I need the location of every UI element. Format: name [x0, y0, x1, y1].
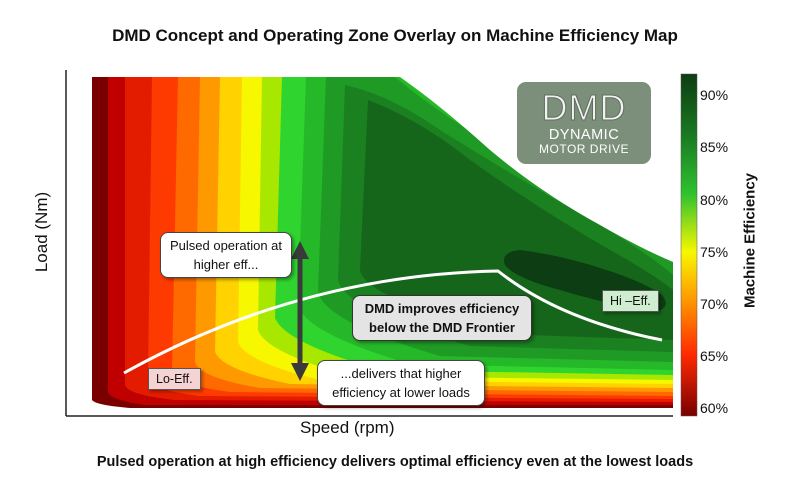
tag-hi-eff: Hi –Eff. [602, 290, 659, 312]
logo-line-3: MOTOR DRIVE [539, 142, 629, 156]
pulse-arrow-head-up [291, 241, 309, 259]
dmd-logo: DMD DYNAMIC MOTOR DRIVE [517, 82, 651, 164]
x-axis-label: Speed (rpm) [300, 418, 395, 437]
callout-pulsed-operation: Pulsed operation at higher eff... [160, 232, 292, 278]
colorbar-tick: 90% [700, 87, 729, 103]
logo-line-1: DMD [541, 87, 627, 128]
figure-caption: Pulsed operation at high efficiency deli… [96, 454, 694, 470]
chart-title: DMD Concept and Operating Zone Overlay o… [112, 26, 678, 45]
colorbar-tick: 60% [700, 400, 729, 416]
dmd-frontier-line [123, 269, 663, 375]
callout-delivers-efficiency: ...delivers that higher efficiency at lo… [317, 360, 485, 406]
colorbar [680, 73, 698, 417]
pulse-arrow-head-down [291, 363, 309, 381]
colorbar-tick: 70% [700, 296, 729, 312]
colorbar-tick: 85% [700, 139, 729, 155]
logo-line-2: DYNAMIC [548, 127, 620, 143]
colorbar-tick: 80% [700, 192, 729, 208]
colorbar-tick: 75% [700, 244, 729, 260]
colorbar-label: Machine Efficiency [741, 172, 759, 309]
y-axis-label: Load (Nm) [32, 191, 51, 273]
colorbar-tick: 65% [700, 348, 729, 364]
callout-dmd-frontier: DMD improves efficiency below the DMD Fr… [352, 295, 532, 341]
tag-lo-eff: Lo-Eff. [148, 368, 201, 390]
